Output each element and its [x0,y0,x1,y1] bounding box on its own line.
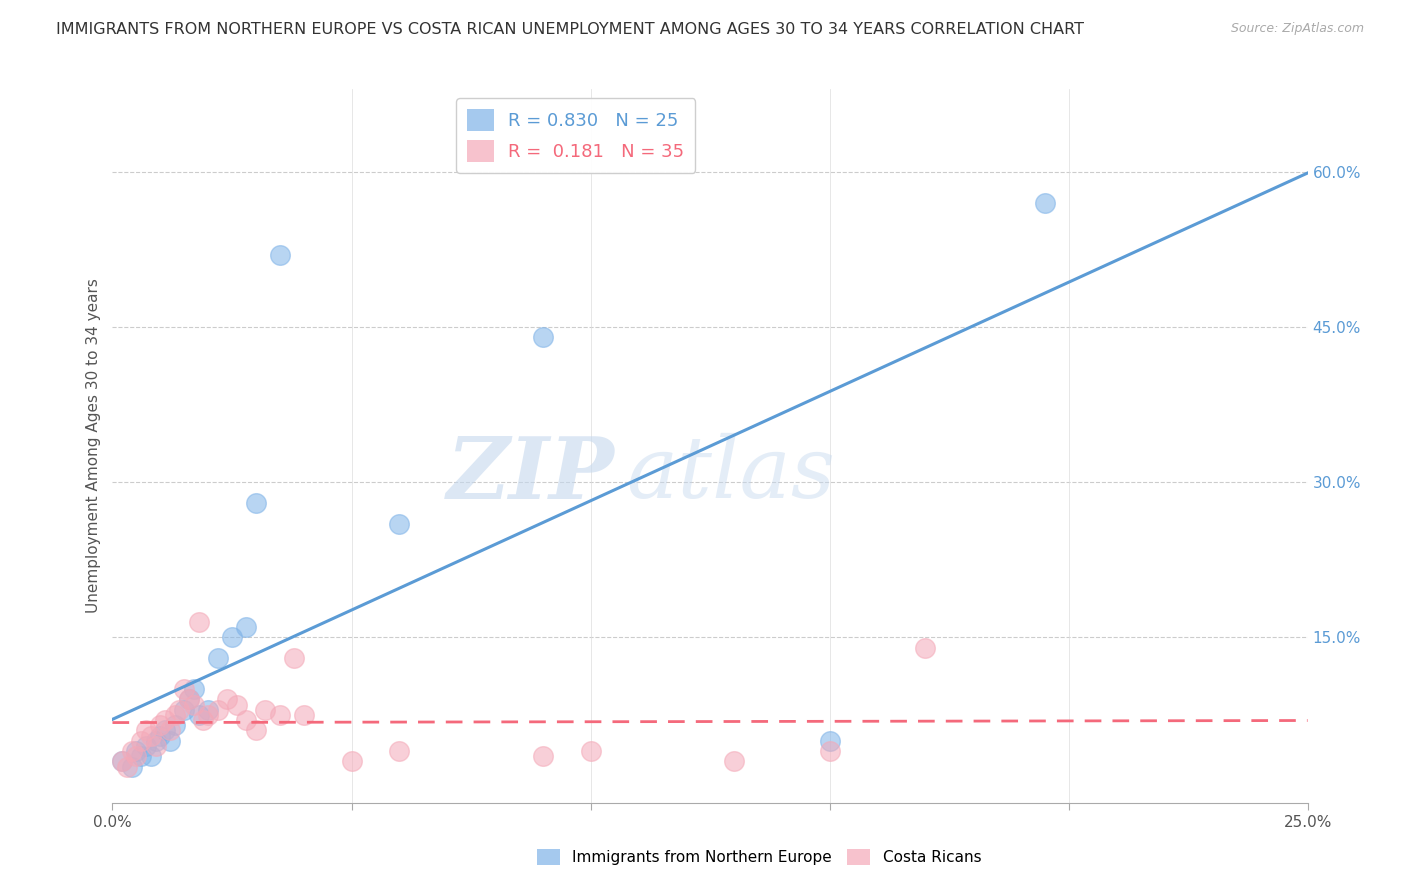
Legend: Immigrants from Northern Europe, Costa Ricans: Immigrants from Northern Europe, Costa R… [531,843,987,871]
Point [187,615,209,629]
Point [183,698,205,712]
Point [235,620,257,634]
Point [269,248,291,262]
Point [159,733,181,747]
Point [139,729,162,743]
Point [197,703,219,717]
Point [531,330,554,344]
Point [135,723,157,738]
Point [177,692,200,706]
Point [149,718,172,732]
Point [139,749,162,764]
Point [163,707,186,722]
Point [818,733,841,747]
Point [183,681,205,696]
Point [245,496,267,510]
Point [269,707,291,722]
Point [235,713,257,727]
Point [217,692,239,706]
Point [111,755,134,769]
Text: Source: ZipAtlas.com: Source: ZipAtlas.com [1230,22,1364,36]
Point [129,733,152,747]
Point [388,516,411,531]
Y-axis label: Unemployment Among Ages 30 to 34 years: Unemployment Among Ages 30 to 34 years [86,278,101,614]
Point [149,729,172,743]
Point [145,739,167,753]
Point [340,755,363,769]
Point [111,755,134,769]
Point [254,703,277,717]
Point [197,707,219,722]
Point [153,713,176,727]
Point [125,749,148,764]
Point [135,739,157,753]
Point [245,723,267,738]
Point [163,718,186,732]
Point [193,713,215,727]
Text: IMMIGRANTS FROM NORTHERN EUROPE VS COSTA RICAN UNEMPLOYMENT AMONG AGES 30 TO 34 : IMMIGRANTS FROM NORTHERN EUROPE VS COSTA… [56,22,1084,37]
Point [818,744,841,758]
Point [153,723,176,738]
Text: atlas: atlas [626,434,835,516]
Point [121,744,143,758]
Point [173,703,195,717]
Point [225,698,247,712]
Point [177,692,200,706]
Point [723,755,745,769]
Point [129,749,152,764]
Text: ZIP: ZIP [447,433,614,516]
Point [121,759,143,773]
Point [169,703,191,717]
Legend: R = 0.830   N = 25, R =  0.181   N = 35: R = 0.830 N = 25, R = 0.181 N = 35 [456,98,696,173]
Point [579,744,602,758]
Point [173,681,195,696]
Point [187,707,209,722]
Point [531,749,554,764]
Point [115,759,138,773]
Point [388,744,411,758]
Point [914,640,936,655]
Point [207,651,229,665]
Point [125,744,148,758]
Point [207,703,229,717]
Point [159,723,181,738]
Point [283,651,305,665]
Point [145,733,167,747]
Point [221,630,243,644]
Point [292,707,315,722]
Point [1033,196,1056,211]
